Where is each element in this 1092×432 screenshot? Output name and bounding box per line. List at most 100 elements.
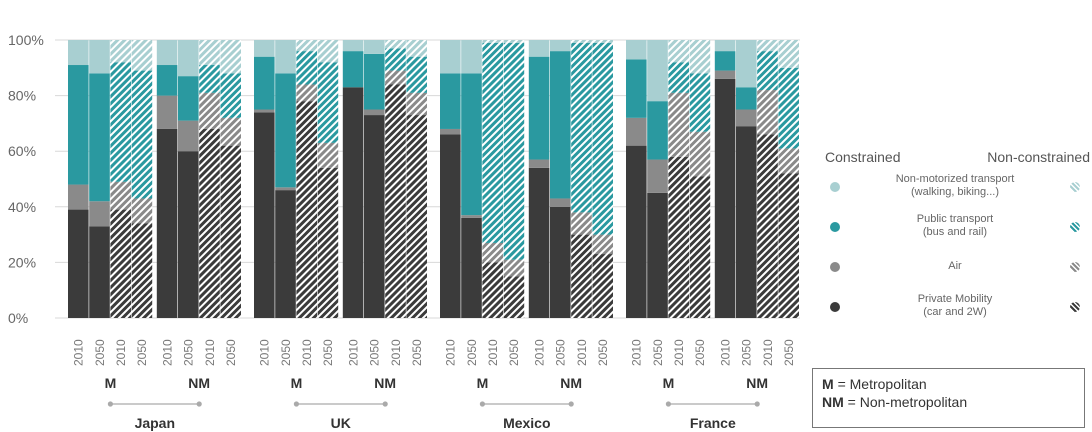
- bar-segment-japan-nm-non-constrained-2050-air: [220, 117, 241, 146]
- bar-segment-japan-nm-constrained-2010-private-mobility: [156, 128, 178, 318]
- year-label: 2050: [182, 339, 196, 366]
- bar-segment-mexico-m-constrained-2010-air: [440, 128, 461, 135]
- bar-segment-mexico-m-non-constrained-2010-non-motorized-transport: [482, 40, 503, 43]
- bar-segment-mexico-m-non-constrained-2050-air: [503, 259, 525, 277]
- bar-segment-uk-m-non-constrained-2050-public-transport: [317, 62, 339, 143]
- group-label-nm: NM: [560, 375, 582, 391]
- bar-segment-uk-nm-non-constrained-2010-non-motorized-transport: [385, 40, 406, 49]
- bar-segment-mexico-m-non-constrained-2010-private-mobility: [482, 262, 503, 318]
- bar-segment-japan-nm-non-constrained-2010-non-motorized-transport: [199, 40, 220, 66]
- year-label: 2010: [672, 339, 686, 366]
- bar-segment-uk-nm-non-constrained-2050-public-transport: [406, 56, 427, 93]
- bar-segment-france-m-non-constrained-2050-public-transport: [689, 73, 711, 132]
- legend-label-line1: Private Mobility: [917, 293, 993, 305]
- connector-dot: [107, 401, 113, 407]
- bar-segment-france-nm-non-constrained-2010-public-transport: [757, 51, 778, 91]
- group-label-m: M: [291, 375, 303, 391]
- bar-segment-mexico-nm-non-constrained-2010-public-transport: [571, 42, 592, 213]
- bar-segment-japan-m-constrained-2050-non-motorized-transport: [89, 40, 110, 74]
- bar-segment-mexico-m-constrained-2010-private-mobility: [440, 134, 461, 318]
- bar-segment-mexico-m-constrained-2050-air: [461, 215, 482, 218]
- bar-segment-france-m-constrained-2010-public-transport: [626, 59, 647, 118]
- bar-segment-france-m-non-constrained-2010-non-motorized-transport: [668, 40, 689, 63]
- year-label: 2010: [300, 339, 314, 366]
- bar-segment-japan-m-non-constrained-2010-non-motorized-transport: [110, 40, 131, 63]
- bar-segment-uk-nm-non-constrained-2010-private-mobility: [385, 84, 406, 318]
- y-tick-label-60: 60%: [8, 143, 36, 159]
- legend-label-line2: (walking, biking...): [910, 186, 1000, 198]
- bar-segment-japan-m-non-constrained-2050-private-mobility: [131, 223, 153, 318]
- country-label-uk: UK: [331, 415, 351, 431]
- bar-segment-uk-nm-non-constrained-2050-private-mobility: [406, 115, 427, 318]
- country-uk: [254, 40, 427, 318]
- bars: [68, 40, 799, 319]
- bar-segment-mexico-m-constrained-2050-non-motorized-transport: [461, 40, 482, 74]
- air-non-constrained-icon: [1070, 262, 1080, 272]
- bar-segment-france-nm-constrained-2010-private-mobility: [714, 78, 736, 318]
- bar-segment-japan-m-non-constrained-2050-air: [131, 198, 153, 224]
- bar-segment-france-nm-constrained-2050-air: [736, 109, 757, 127]
- bar-segment-mexico-nm-non-constrained-2050-private-mobility: [592, 254, 613, 318]
- bar-segment-japan-nm-constrained-2050-public-transport: [178, 76, 199, 121]
- connector-dot: [568, 401, 574, 407]
- bar-segment-france-nm-constrained-2010-air: [714, 70, 736, 79]
- bar-segment-uk-m-constrained-2050-public-transport: [275, 73, 296, 188]
- country-france: [626, 40, 799, 319]
- bar-segment-japan-m-constrained-2050-public-transport: [89, 73, 110, 202]
- bar-segment-mexico-nm-constrained-2010-public-transport: [528, 56, 550, 160]
- year-label: 2010: [72, 339, 86, 366]
- bar-segment-uk-nm-constrained-2050-non-motorized-transport: [364, 40, 385, 54]
- bar-segment-france-m-constrained-2010-non-motorized-transport: [626, 40, 647, 60]
- bar-segment-france-nm-non-constrained-2010-air: [757, 90, 778, 135]
- bar-segment-uk-m-non-constrained-2010-non-motorized-transport: [296, 40, 317, 52]
- bar-segment-mexico-m-constrained-2010-non-motorized-transport: [440, 40, 461, 74]
- bar-segment-mexico-m-non-constrained-2050-private-mobility: [503, 276, 525, 318]
- legend-items: Non-motorized transport (walking, biking.…: [825, 167, 1090, 327]
- legend-header: Constrained Non-constrained: [825, 145, 1090, 167]
- country-label-france: France: [690, 415, 736, 431]
- bar-segment-france-nm-constrained-2010-public-transport: [714, 51, 736, 71]
- year-label: 2010: [203, 339, 217, 366]
- private-mobility-non-constrained-icon: [1070, 302, 1080, 312]
- year-label: 2050: [465, 339, 479, 366]
- bar-segment-france-nm-non-constrained-2010-private-mobility: [757, 134, 778, 318]
- bar-segment-uk-m-constrained-2050-private-mobility: [275, 190, 296, 318]
- year-label: 2050: [782, 339, 796, 366]
- legend-label-line1: Air: [948, 260, 962, 272]
- bar-segment-japan-nm-non-constrained-2010-air: [199, 92, 220, 129]
- bar-segment-uk-m-non-constrained-2010-private-mobility: [296, 101, 317, 318]
- note-nm-text: = Non-metropolitan: [847, 394, 968, 410]
- note-m-text: = Metropolitan: [837, 376, 927, 392]
- year-label: 2010: [258, 339, 272, 366]
- year-label: 2010: [575, 339, 589, 366]
- legend-constrained-header: Constrained: [825, 149, 901, 165]
- bar-segment-uk-m-non-constrained-2010-air: [296, 84, 317, 102]
- bar-segment-uk-m-non-constrained-2010-public-transport: [296, 51, 317, 85]
- group-label-m: M: [105, 375, 117, 391]
- bar-segment-japan-nm-constrained-2050-air: [178, 120, 199, 152]
- bar-segment-france-m-non-constrained-2010-air: [668, 92, 689, 157]
- legend-label-line1: Non-motorized transport: [895, 173, 1015, 185]
- connector-dot: [382, 401, 388, 407]
- year-label: 2050: [321, 339, 335, 366]
- bar-segment-japan-m-constrained-2050-air: [89, 201, 110, 227]
- year-label: 2010: [346, 339, 360, 366]
- y-tick-label-80: 80%: [8, 88, 36, 104]
- year-label: 2010: [389, 339, 403, 366]
- connector-dot: [479, 401, 485, 407]
- bar-segment-japan-nm-non-constrained-2050-public-transport: [220, 73, 241, 118]
- bar-segment-uk-nm-constrained-2050-air: [364, 109, 385, 116]
- bar-segment-japan-m-constrained-2010-non-motorized-transport: [68, 40, 89, 66]
- bar-segment-japan-m-non-constrained-2010-private-mobility: [110, 209, 131, 318]
- y-tick-label-0: 0%: [8, 310, 28, 326]
- y-tick-label-40: 40%: [8, 199, 36, 215]
- bar-segment-uk-m-constrained-2010-non-motorized-transport: [254, 40, 275, 57]
- year-label: 2050: [651, 339, 665, 366]
- bar-segment-france-nm-non-constrained-2010-non-motorized-transport: [757, 40, 778, 52]
- bar-segment-france-m-non-constrained-2050-private-mobility: [689, 176, 711, 318]
- bar-segment-japan-nm-non-constrained-2010-public-transport: [199, 65, 220, 93]
- bar-segment-japan-nm-non-constrained-2010-private-mobility: [199, 128, 220, 318]
- abbreviation-note: M = Metropolitan NM = Non-metropolitan: [812, 368, 1085, 428]
- bar-segment-uk-nm-constrained-2050-private-mobility: [364, 115, 385, 318]
- non-motorized-non-constrained-icon: [1070, 182, 1080, 192]
